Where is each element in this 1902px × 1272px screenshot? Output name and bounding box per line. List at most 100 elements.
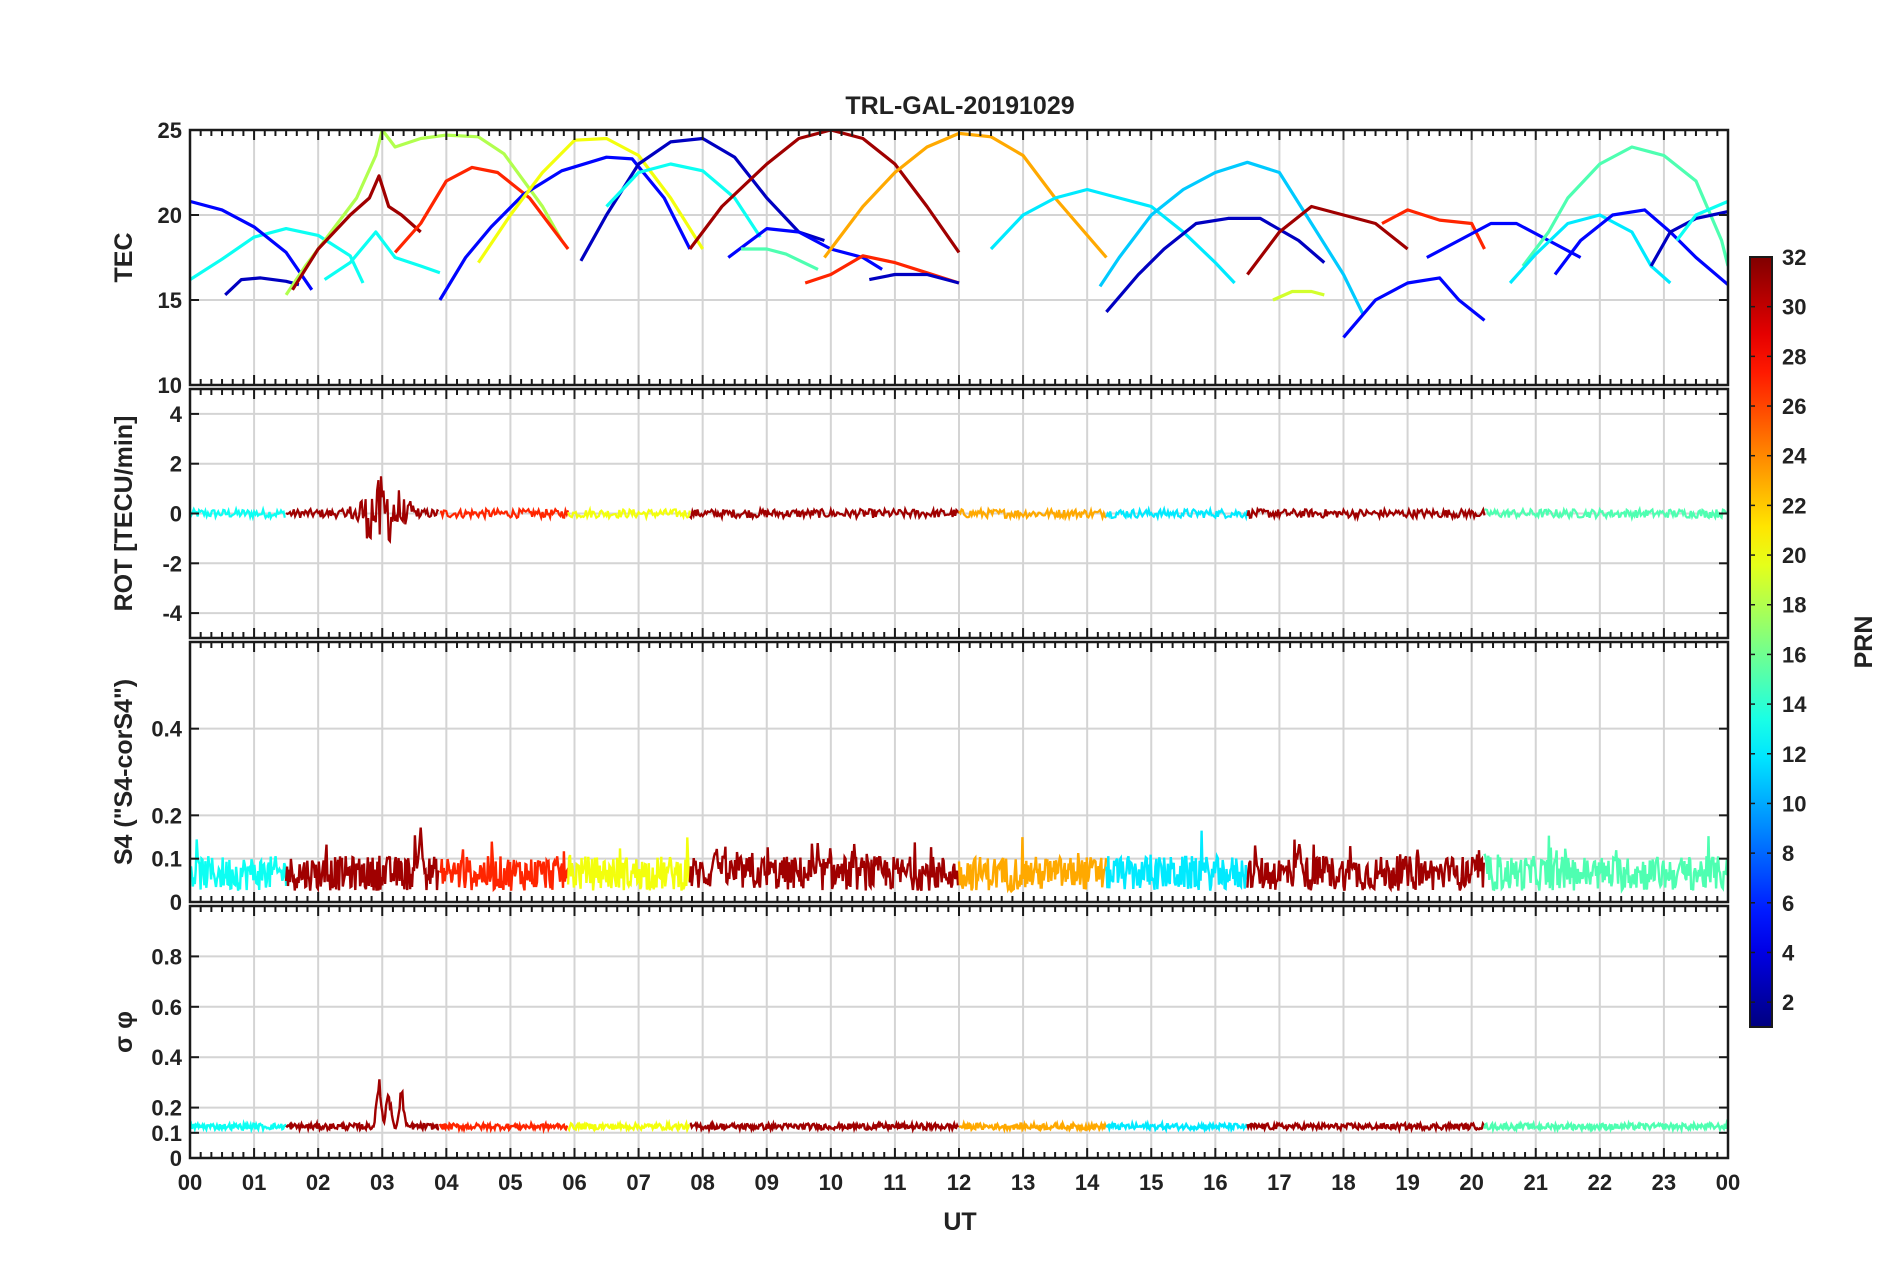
- tec-series-prn-3: [868, 272, 960, 285]
- rot-series-prn-31: [285, 476, 440, 545]
- tec-series-prn-5: [190, 199, 314, 291]
- colorbar-tick-label: 8: [1782, 841, 1794, 866]
- x-tick-label: 18: [1331, 1170, 1355, 1195]
- x-tick-label: 06: [562, 1170, 586, 1195]
- panel-rot: -4 -2 0 2 4 ROT [TECU/min]: [110, 387, 1730, 640]
- sigma_phi-series-prn-31: [285, 1079, 440, 1134]
- tec-series-prn-5: [1342, 276, 1486, 339]
- s4-series-prn-13: [190, 839, 288, 891]
- data-s4: [190, 827, 1728, 894]
- x-tick-label: 09: [755, 1170, 779, 1195]
- tec-series-prn-19: [1272, 289, 1325, 302]
- rot-series-prn-27: [439, 506, 570, 522]
- panel-sigma_phi: 00.10.2 0.4 0.6 0.8 σ φ: [110, 904, 1730, 1171]
- y-tick-label: 10: [158, 373, 182, 398]
- y-tick-label: 0.6: [151, 995, 182, 1020]
- x-tick-label: 14: [1075, 1170, 1100, 1195]
- y-tick-label: 0.8: [151, 944, 182, 969]
- s4-series-prn-20: [566, 837, 691, 891]
- panel-s4: 0 0.1 0.2 0.4 S4 ("S4-corS4"): [110, 640, 1730, 915]
- data-sigma_phi: [190, 1079, 1728, 1135]
- ticks-s4: [189, 642, 1729, 903]
- s4-series-prn-31: [1246, 839, 1485, 893]
- s4-series-prn-15: [1483, 835, 1728, 894]
- y-tick-label: 20: [158, 203, 182, 228]
- y-tick-label: -2: [162, 551, 182, 576]
- x-tick-label: 20: [1459, 1170, 1483, 1195]
- tec-series-prn-13: [1675, 199, 1728, 242]
- sigma_phi-series-prn-15: [1483, 1118, 1728, 1135]
- rot-series-prn-31: [1246, 505, 1486, 523]
- colorbar-tick-label: 4: [1782, 940, 1795, 965]
- tec-series-prn-3: [1649, 210, 1728, 267]
- tec-series-prn-15: [1521, 145, 1728, 267]
- x-tick-label: 11: [883, 1170, 906, 1195]
- chart-title: TRL-GAL-20191029: [845, 92, 1074, 120]
- x-tick-label: 07: [626, 1170, 650, 1195]
- y-tick-label: 2: [170, 452, 182, 477]
- colorbar-tick-label: 20: [1782, 543, 1806, 568]
- y-tick-label: 0.1: [151, 1121, 182, 1146]
- y-tick-label: 0.1: [151, 847, 182, 872]
- x-tick-label: 05: [498, 1170, 522, 1195]
- x-tick-label: 17: [1267, 1170, 1291, 1195]
- colorbar-tick-label: 14: [1782, 692, 1807, 717]
- tec-series-prn-18: [284, 130, 564, 296]
- x-tick-label: 12: [947, 1170, 971, 1195]
- data-rot: [190, 476, 1728, 545]
- ticks-rot: [189, 389, 1729, 638]
- y-tick-label: 25: [158, 118, 182, 143]
- colorbar-tick-label: 12: [1782, 742, 1806, 767]
- sigma_phi-series-prn-20: [567, 1118, 691, 1134]
- y-axis-label-sigma_phi: σ φ: [110, 1011, 138, 1053]
- tec-series-prn-3: [1105, 216, 1326, 313]
- colorbar-tick-label: 24: [1782, 444, 1807, 469]
- y-tick-label: 0: [170, 890, 182, 915]
- y-axis-label-rot: ROT [TECU/min]: [110, 416, 138, 612]
- y-axis-label-tec: TEC: [110, 233, 138, 283]
- y-axis-label-s4: S4 ("S4-corS4"): [110, 679, 138, 865]
- colorbar-label: PRN: [1850, 616, 1878, 669]
- tec-series-prn-5: [1426, 221, 1582, 259]
- x-tick-label: 19: [1395, 1170, 1419, 1195]
- data-tec: [190, 130, 1728, 339]
- colorbar-tick-label: 6: [1782, 891, 1794, 916]
- y-tick-label: 4: [170, 402, 183, 427]
- tec-series-prn-31: [291, 174, 422, 291]
- s4-series-prn-27: [438, 841, 569, 893]
- sigma_phi-series-prn-31: [1246, 1119, 1485, 1135]
- tec-series-prn-5: [438, 155, 692, 301]
- x-axis: 00 01 02 03 04 05 06 07 08 09 10 11 12 13 14 15 16 17 18 19…: [178, 1170, 1740, 1195]
- s4-series-prn-23: [957, 837, 1108, 894]
- tec-series-prn-13: [190, 227, 365, 284]
- tec-series-prn-5: [1553, 208, 1728, 286]
- s4-series-prn-12: [1105, 830, 1248, 891]
- y-tick-label: 0: [170, 1146, 182, 1171]
- x-tick-label: 03: [370, 1170, 394, 1195]
- tec-series-prn-13: [605, 162, 762, 238]
- s4-series-prn-31: [688, 842, 960, 892]
- tec-series-prn-31: [688, 130, 961, 254]
- colorbar-scale: [1749, 256, 1773, 1028]
- x-tick-label: 04: [434, 1170, 459, 1195]
- x-axis-label: UT: [943, 1208, 976, 1236]
- y-tick-label: 0.2: [151, 1096, 182, 1121]
- x-tick-label: 22: [1588, 1170, 1612, 1195]
- x-tick-label: 21: [1524, 1170, 1548, 1195]
- tec-series-prn-11: [1098, 160, 1365, 315]
- x-tick-label: 13: [1011, 1170, 1035, 1195]
- x-tick-label: 01: [242, 1170, 266, 1195]
- tec-series-prn-13: [323, 230, 441, 281]
- x-tick-label: 15: [1139, 1170, 1163, 1195]
- rot-series-prn-31: [689, 505, 960, 522]
- sigma_phi-series-prn-31: [689, 1119, 960, 1135]
- s4-series-prn-31: [284, 827, 440, 893]
- sigma_phi-series-prn-13: [190, 1119, 288, 1134]
- ticks-tec: [189, 129, 1729, 386]
- tec-series-prn-31: [1246, 204, 1409, 276]
- tec-series-prn-5: [727, 227, 883, 271]
